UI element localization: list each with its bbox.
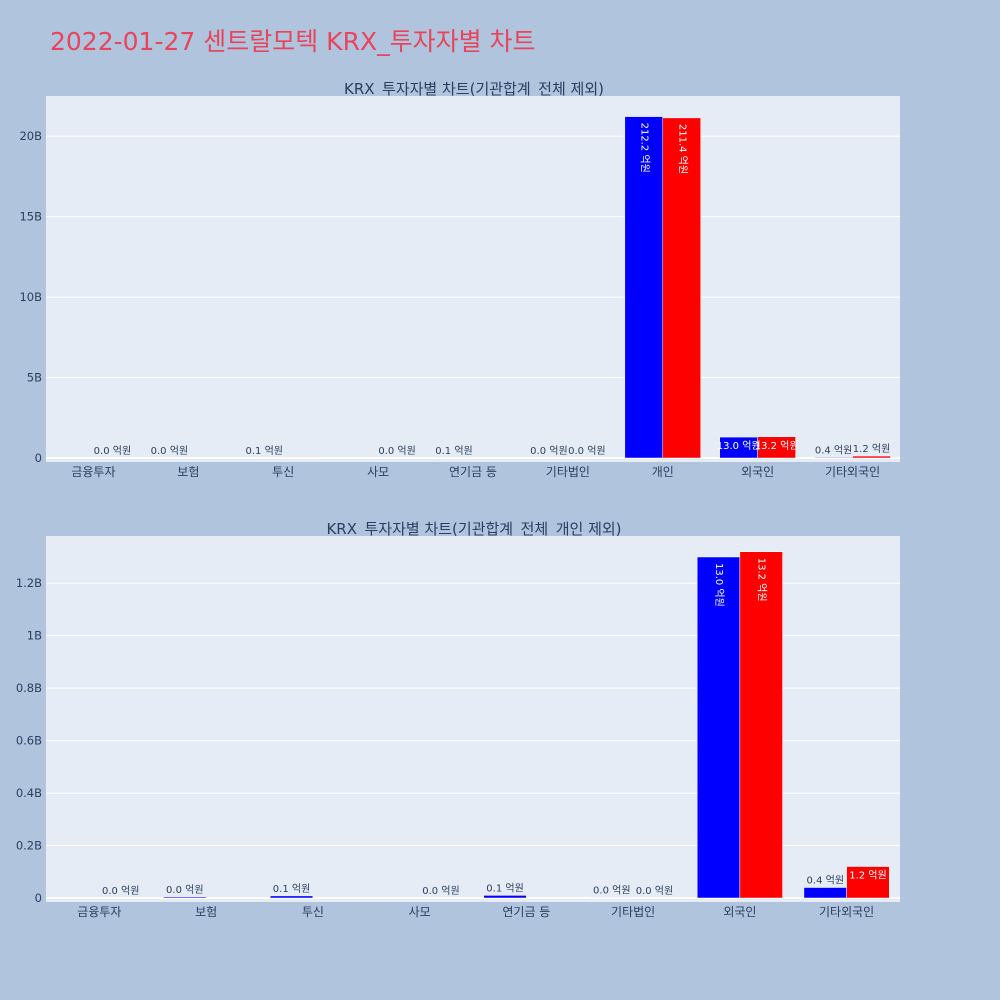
bar-value-label: 0.0 억원 [102, 885, 139, 897]
bar [590, 897, 634, 899]
y-tick-label: 20B [19, 129, 42, 143]
bar-value-label: 0.1 억원 [273, 883, 310, 895]
bar [803, 887, 847, 899]
x-tick-label: 사모 [409, 905, 431, 919]
x-tick-label: 투신 [272, 465, 294, 479]
bar-value-label: 13.2 억원 [755, 440, 799, 452]
x-tick-label: 외국인 [741, 465, 774, 479]
y-tick-label: 0 [35, 891, 42, 905]
bar-value-label: 0.0 억원 [530, 445, 567, 457]
bar [757, 436, 796, 459]
x-axis: 금융투자 보험 투신 사모 연기금 등 기타법인 개인 외국인 기타외국인 [71, 465, 880, 479]
bar-value-label: 13.2 억원 [756, 558, 768, 602]
bar-value-label: 13.0 억원 [717, 440, 761, 452]
bar-value-label: 13.0 억원 [713, 563, 725, 607]
bar-value-label: 0.1 억원 [246, 445, 283, 457]
bar-value-label: 0.0 억원 [378, 445, 415, 457]
y-tick-label: 10B [19, 290, 42, 304]
y-tick-label: 5B [27, 371, 42, 385]
bar [163, 896, 207, 899]
x-tick-label: 보험 [195, 905, 217, 919]
plot-area [46, 96, 900, 462]
bar [662, 117, 701, 459]
y-tick-label: 1.2B [16, 576, 42, 590]
y-tick-label: 0.6B [16, 734, 42, 748]
y-tick-label: 15B [19, 210, 42, 224]
bar [846, 866, 890, 899]
y-tick-label: 0 [35, 451, 42, 465]
bar-value-label: 0.0 억원 [166, 884, 203, 896]
y-tick-label: 0.2B [16, 839, 42, 853]
chart-bottom: KRX_투자자별 차트(기관합계_전체_개인 제외) 0 0.2B 0.4B 0.6B… [16, 520, 900, 919]
bar-value-label: 1.2 억원 [853, 443, 890, 455]
chart-title: KRX_투자자별 차트(기관합계_전체_개인 제외) [326, 520, 621, 539]
bar-value-label: 0.0 억원 [593, 884, 630, 896]
bars [163, 551, 890, 899]
y-tick-label: 1B [27, 629, 42, 643]
bar-value-label: 0.0 억원 [568, 445, 605, 457]
y-axis: 0 0.2B 0.4B 0.6B 0.8B 1B 1.2B [16, 576, 42, 905]
bar-value-label: 0.0 억원 [422, 885, 459, 897]
bar [739, 551, 783, 899]
y-axis: 0 5B 10B 15B 20B [19, 129, 42, 465]
chart-title: KRX_투자자별 차트(기관합계_전체 제외) [344, 80, 604, 99]
bar-value-label: 0.1 억원 [435, 445, 472, 457]
x-tick-label: 연기금 등 [502, 905, 550, 919]
x-tick-label: 기타외국인 [825, 465, 880, 479]
bar-value-label: 1.2 억원 [849, 870, 886, 882]
x-tick-label: 외국인 [723, 905, 756, 919]
bar-value-label: 0.0 억원 [94, 445, 131, 457]
bar-value-label: 0.1 억원 [486, 882, 523, 894]
bar-labels: 0.0 억원 0.0 억원 0.1 억원 0.0 억원 0.1 억원 0.0 억원 0.0 … [102, 558, 887, 897]
x-axis: 금융투자 보험 투신 사모 연기금 등 기타법인 외국인 기타외국인 [77, 905, 874, 919]
bars [282, 116, 891, 459]
chart-top: KRX_투자자별 차트(기관합계_전체 제외) 0 5B 10B 15B 20B 0.0… [19, 80, 900, 479]
x-tick-label: 사모 [367, 465, 389, 479]
page-title: 2022-01-27 센트랄모텍 KRX_투자자별 차트 [50, 27, 536, 56]
bar-value-label: 0.0 억원 [636, 885, 673, 897]
x-tick-label: 기타법인 [611, 905, 655, 919]
x-tick-label: 연기금 등 [449, 465, 497, 479]
x-tick-label: 기타법인 [546, 465, 590, 479]
x-tick-label: 금융투자 [71, 465, 115, 479]
bar-value-label: 0.0 억원 [151, 445, 188, 457]
bar [624, 116, 664, 459]
bar-value-label: 0.4 억원 [815, 444, 852, 456]
x-tick-label: 투신 [302, 905, 324, 919]
bar [814, 457, 853, 459]
bar [269, 895, 314, 899]
y-tick-label: 0.4B [16, 786, 42, 800]
x-tick-label: 금융투자 [77, 905, 121, 919]
bar-value-label: 0.4 억원 [807, 875, 844, 887]
bar [696, 556, 741, 899]
bar-labels: 0.0 억원 0.0 억원 0.1 억원 0.0 억원 0.1 억원 0.0 억원 0.0 … [94, 123, 891, 457]
bar-value-label: 212.2 억원 [638, 123, 650, 173]
bar [483, 895, 527, 899]
y-tick-label: 0.8B [16, 681, 42, 695]
bar-value-label: 211.4 억원 [676, 124, 688, 174]
x-tick-label: 개인 [652, 465, 674, 479]
bar [852, 455, 891, 459]
x-tick-label: 기타외국인 [819, 905, 874, 919]
x-tick-label: 보험 [177, 465, 199, 479]
